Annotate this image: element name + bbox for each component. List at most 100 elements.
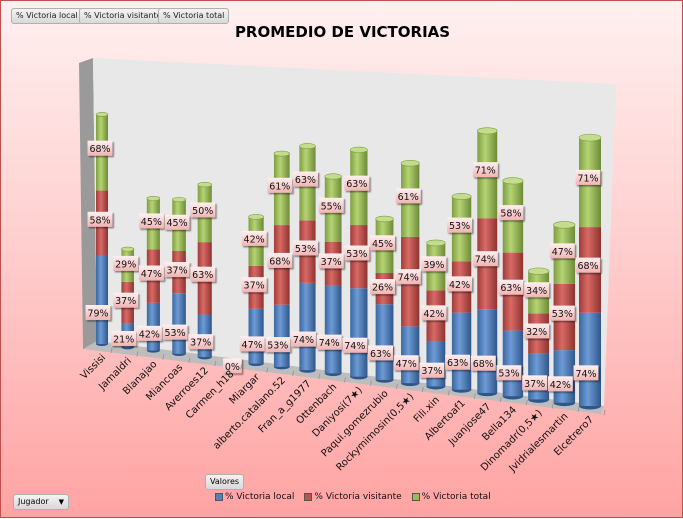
data-label: 53% bbox=[549, 305, 575, 321]
legend-swatch bbox=[304, 493, 313, 501]
data-label-text: 63% bbox=[447, 358, 468, 369]
data-label: 53% bbox=[162, 324, 188, 340]
data-label-text: 63% bbox=[370, 349, 391, 360]
data-label-box bbox=[267, 177, 293, 193]
data-label: 61% bbox=[395, 188, 421, 204]
data-label-text: 74% bbox=[344, 341, 365, 352]
data-label-box bbox=[318, 253, 344, 269]
data-label-box bbox=[316, 334, 342, 350]
x-tick bbox=[292, 370, 295, 376]
data-label-text: 37% bbox=[524, 379, 545, 390]
field-button-victoria-total[interactable]: % Victoria total bbox=[158, 8, 230, 24]
data-label-box bbox=[188, 334, 214, 350]
legend-swatch bbox=[411, 493, 420, 501]
data-label-text: 74% bbox=[475, 255, 496, 266]
data-label-text: 37% bbox=[244, 281, 265, 292]
data-label: 50% bbox=[190, 202, 216, 218]
data-label: 0% bbox=[223, 358, 242, 374]
bar-segment-local bbox=[477, 309, 498, 393]
data-label-box bbox=[549, 305, 575, 321]
data-label-box bbox=[472, 162, 498, 178]
data-label-text: 58% bbox=[89, 215, 110, 226]
bar-top-cap bbox=[324, 173, 342, 180]
bar-segment-local bbox=[324, 285, 342, 374]
legend: % Victoria local % Victoria visitante % … bbox=[215, 492, 491, 502]
data-label-box bbox=[164, 214, 190, 230]
jugador-field-dropdown[interactable]: Jugador ▼ bbox=[13, 494, 69, 510]
data-label: 61% bbox=[267, 177, 293, 193]
data-label-box bbox=[344, 175, 370, 191]
data-label-text: 74% bbox=[398, 273, 419, 284]
data-label-text: 39% bbox=[423, 260, 444, 271]
data-label-box bbox=[496, 365, 522, 381]
data-label-box bbox=[370, 279, 395, 295]
data-label: 37% bbox=[113, 292, 139, 308]
data-label-box bbox=[164, 262, 190, 278]
data-label: 37% bbox=[522, 375, 548, 391]
data-label: 29% bbox=[113, 255, 139, 271]
data-label-box bbox=[447, 276, 473, 292]
data-label: 79% bbox=[85, 305, 111, 321]
data-label: 63% bbox=[293, 171, 318, 187]
data-label: 45% bbox=[138, 213, 164, 229]
data-label-box bbox=[267, 252, 293, 268]
data-label-box bbox=[447, 217, 473, 233]
x-tick bbox=[136, 351, 139, 357]
data-label: 42% bbox=[241, 230, 267, 246]
data-label-text: 45% bbox=[166, 218, 187, 229]
data-label: 37% bbox=[188, 334, 214, 350]
bar-segment-local bbox=[451, 312, 472, 390]
x-tick bbox=[395, 383, 398, 389]
data-label: 53% bbox=[496, 365, 522, 381]
data-label-box bbox=[162, 324, 188, 340]
bar-top-cap bbox=[426, 239, 446, 247]
data-label: 68% bbox=[470, 355, 496, 371]
data-label-text: 50% bbox=[192, 206, 213, 217]
bar-segment-local bbox=[273, 304, 290, 367]
data-label-box bbox=[318, 197, 344, 213]
bar-top-cap bbox=[527, 267, 550, 275]
bar-segment-local bbox=[579, 312, 601, 406]
x-tick bbox=[214, 360, 217, 367]
data-label-text: 53% bbox=[267, 341, 288, 352]
data-label-box bbox=[138, 213, 164, 229]
data-label-box bbox=[291, 331, 316, 347]
bar-top-cap bbox=[400, 159, 420, 167]
data-label-box bbox=[445, 354, 471, 370]
data-label-box bbox=[342, 337, 368, 353]
legend-item-total: % Victoria total bbox=[411, 492, 491, 502]
legend-swatch bbox=[215, 493, 223, 501]
bar-top-cap bbox=[146, 196, 161, 201]
bar-segment-local bbox=[299, 282, 316, 371]
x-tick bbox=[240, 364, 243, 370]
data-label: 53% bbox=[344, 245, 370, 261]
x-tick bbox=[188, 357, 191, 363]
jugador-label: Jugador bbox=[18, 497, 49, 506]
data-label-box bbox=[138, 265, 164, 281]
data-label: 74% bbox=[472, 251, 498, 267]
values-field-button[interactable]: Valores bbox=[205, 474, 245, 490]
chevron-down-icon: ▼ bbox=[58, 498, 64, 506]
data-label: 74% bbox=[573, 365, 599, 381]
data-label: 68% bbox=[87, 140, 113, 156]
data-label-box bbox=[498, 279, 524, 295]
legend-label: % Victoria total bbox=[421, 492, 491, 502]
data-label-text: 42% bbox=[423, 309, 444, 320]
data-label: 37% bbox=[419, 362, 445, 378]
data-label-text: 47% bbox=[242, 340, 263, 351]
data-label: 34% bbox=[524, 282, 550, 298]
data-label-box bbox=[190, 266, 216, 282]
bar-top-cap bbox=[578, 133, 602, 142]
data-label-box bbox=[241, 277, 267, 293]
data-label: 42% bbox=[136, 325, 162, 341]
data-label-box bbox=[522, 375, 548, 391]
data-label-box bbox=[113, 255, 139, 271]
data-label-text: 68% bbox=[473, 359, 494, 370]
data-label: 37% bbox=[318, 253, 344, 269]
legend-label: % Victoria visitante bbox=[314, 492, 402, 502]
legend-label: % Victoria local bbox=[225, 492, 295, 502]
side-wall bbox=[79, 58, 97, 349]
data-label: 26% bbox=[370, 279, 395, 295]
data-label-box bbox=[549, 243, 575, 259]
